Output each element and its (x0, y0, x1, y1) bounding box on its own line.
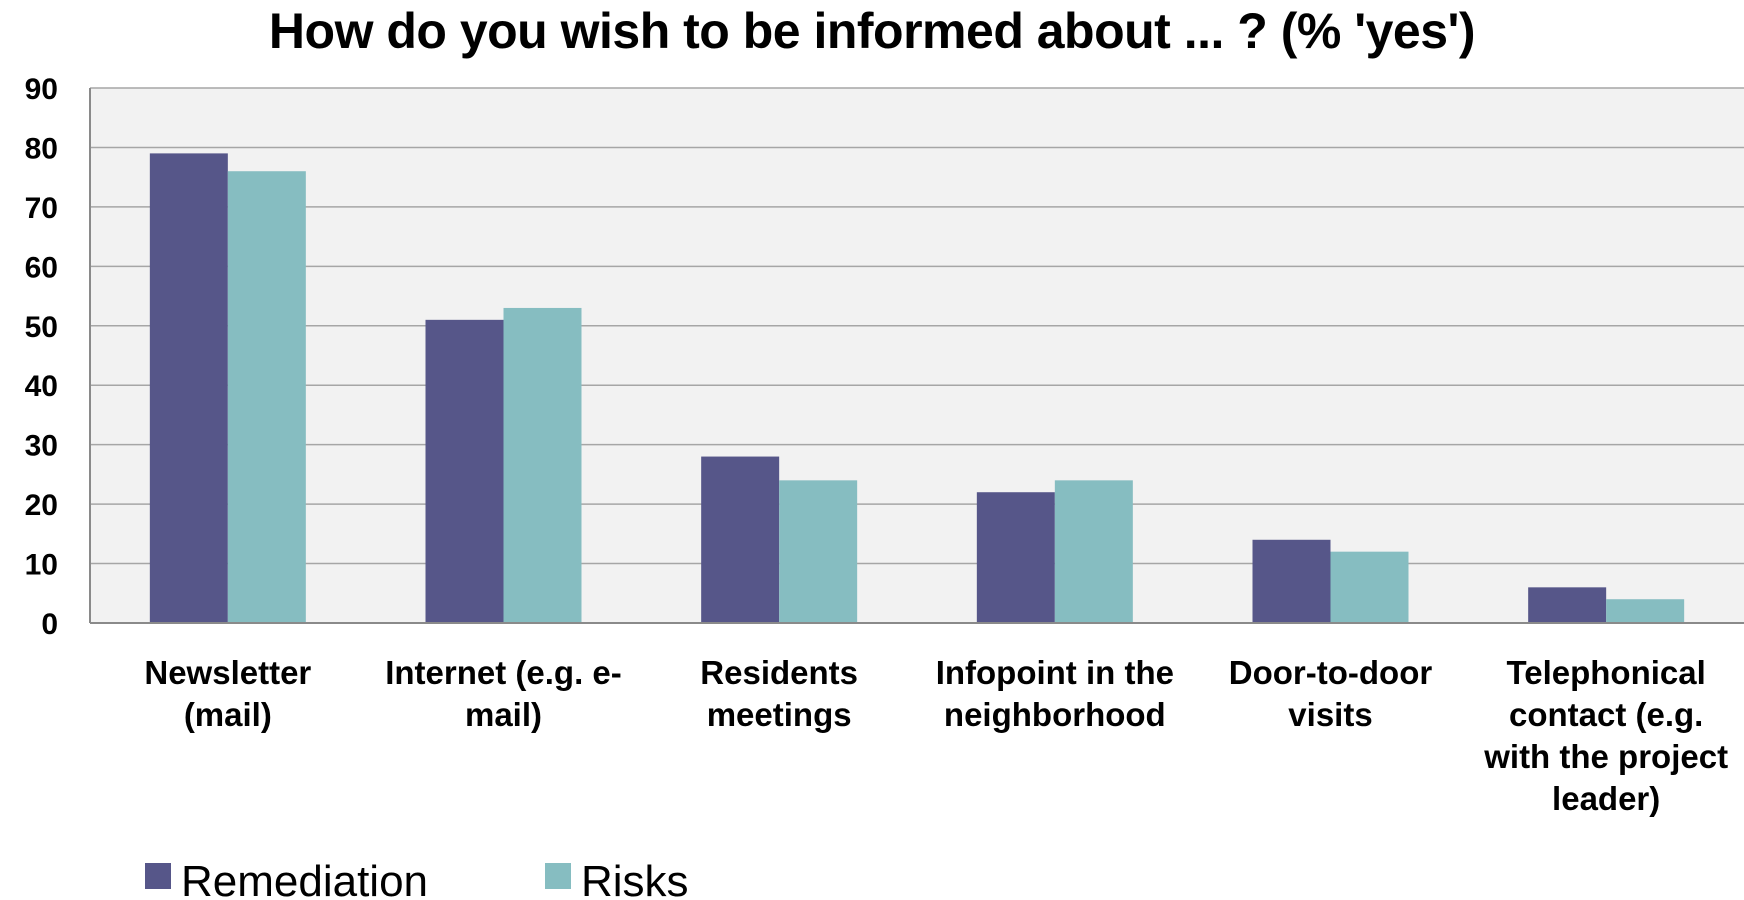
y-tick-label: 50 (25, 311, 58, 344)
bar-risks-3 (1054, 480, 1133, 623)
legend: Remediation Risks (145, 857, 689, 900)
x-category-label-line: Door-to-door (1229, 654, 1433, 691)
y-tick-label: 60 (25, 251, 58, 284)
x-axis-category-labels: Newsletter (mail) Internet (e.g. e-mail) Re… (144, 654, 1728, 817)
bar-remediation-4 (1252, 539, 1331, 623)
x-category-label-line: meetings (707, 696, 852, 733)
y-axis-ticks: 0 10 20 30 40 50 60 70 80 90 (25, 73, 91, 641)
bar-risks-0 (227, 171, 306, 623)
gridlines (90, 87, 1744, 565)
y-tick-label: 20 (25, 489, 58, 522)
x-category-label-line: leader) (1552, 780, 1660, 817)
x-category-label-line: contact (e.g. (1509, 696, 1703, 733)
bar-remediation-0 (149, 153, 228, 623)
y-tick-label: 40 (25, 370, 58, 403)
bar-risks-5 (1606, 599, 1685, 623)
y-tick-label: 10 (25, 549, 58, 582)
x-category-label-line: neighborhood (944, 696, 1166, 733)
x-category-label: Residents meetings (700, 654, 858, 733)
x-category-label: Internet (e.g. e-mail) (385, 654, 622, 733)
bar-remediation-2 (701, 456, 780, 623)
y-tick-label: 30 (25, 430, 58, 463)
y-tick-label: 90 (25, 73, 58, 106)
x-category-label: Telephonical contact (e.g. with the projec… (1483, 654, 1728, 817)
x-category-label-line: Internet (e.g. e- (385, 654, 622, 691)
x-category-label-line: (mail) (184, 696, 272, 733)
x-category-label-line: Telephonical (1507, 654, 1706, 691)
y-tick-label: 70 (25, 192, 58, 225)
x-category-label-line: mail) (465, 696, 542, 733)
bar-risks-2 (779, 480, 858, 623)
x-category-label-line: Residents (700, 654, 858, 691)
y-tick-label: 0 (41, 608, 58, 641)
bar-remediation-1 (425, 319, 504, 623)
plot-area (90, 88, 1744, 623)
x-category-label: Infopoint in the neighborhood (936, 654, 1174, 733)
x-category-label-line: Infopoint in the (936, 654, 1174, 691)
legend-swatch-remediation (145, 863, 171, 889)
legend-label-remediation: Remediation (181, 857, 428, 900)
x-category-label: Newsletter (mail) (144, 654, 311, 733)
bar-risks-1 (503, 307, 582, 623)
x-category-label-line: Newsletter (144, 654, 311, 691)
bar-remediation-5 (1528, 587, 1607, 623)
bars (149, 153, 1685, 623)
bar-risks-4 (1330, 551, 1409, 623)
x-category-label: Door-to-door visits (1229, 654, 1433, 733)
legend-swatch-risks (545, 863, 571, 889)
x-category-label-line: visits (1288, 696, 1372, 733)
x-category-label-line: with the project (1483, 738, 1728, 775)
legend-label-risks: Risks (581, 857, 689, 900)
bar-remediation-3 (976, 492, 1055, 623)
y-tick-label: 80 (25, 132, 58, 165)
chart-title: How do you wish to be informed about ...… (268, 3, 1476, 59)
